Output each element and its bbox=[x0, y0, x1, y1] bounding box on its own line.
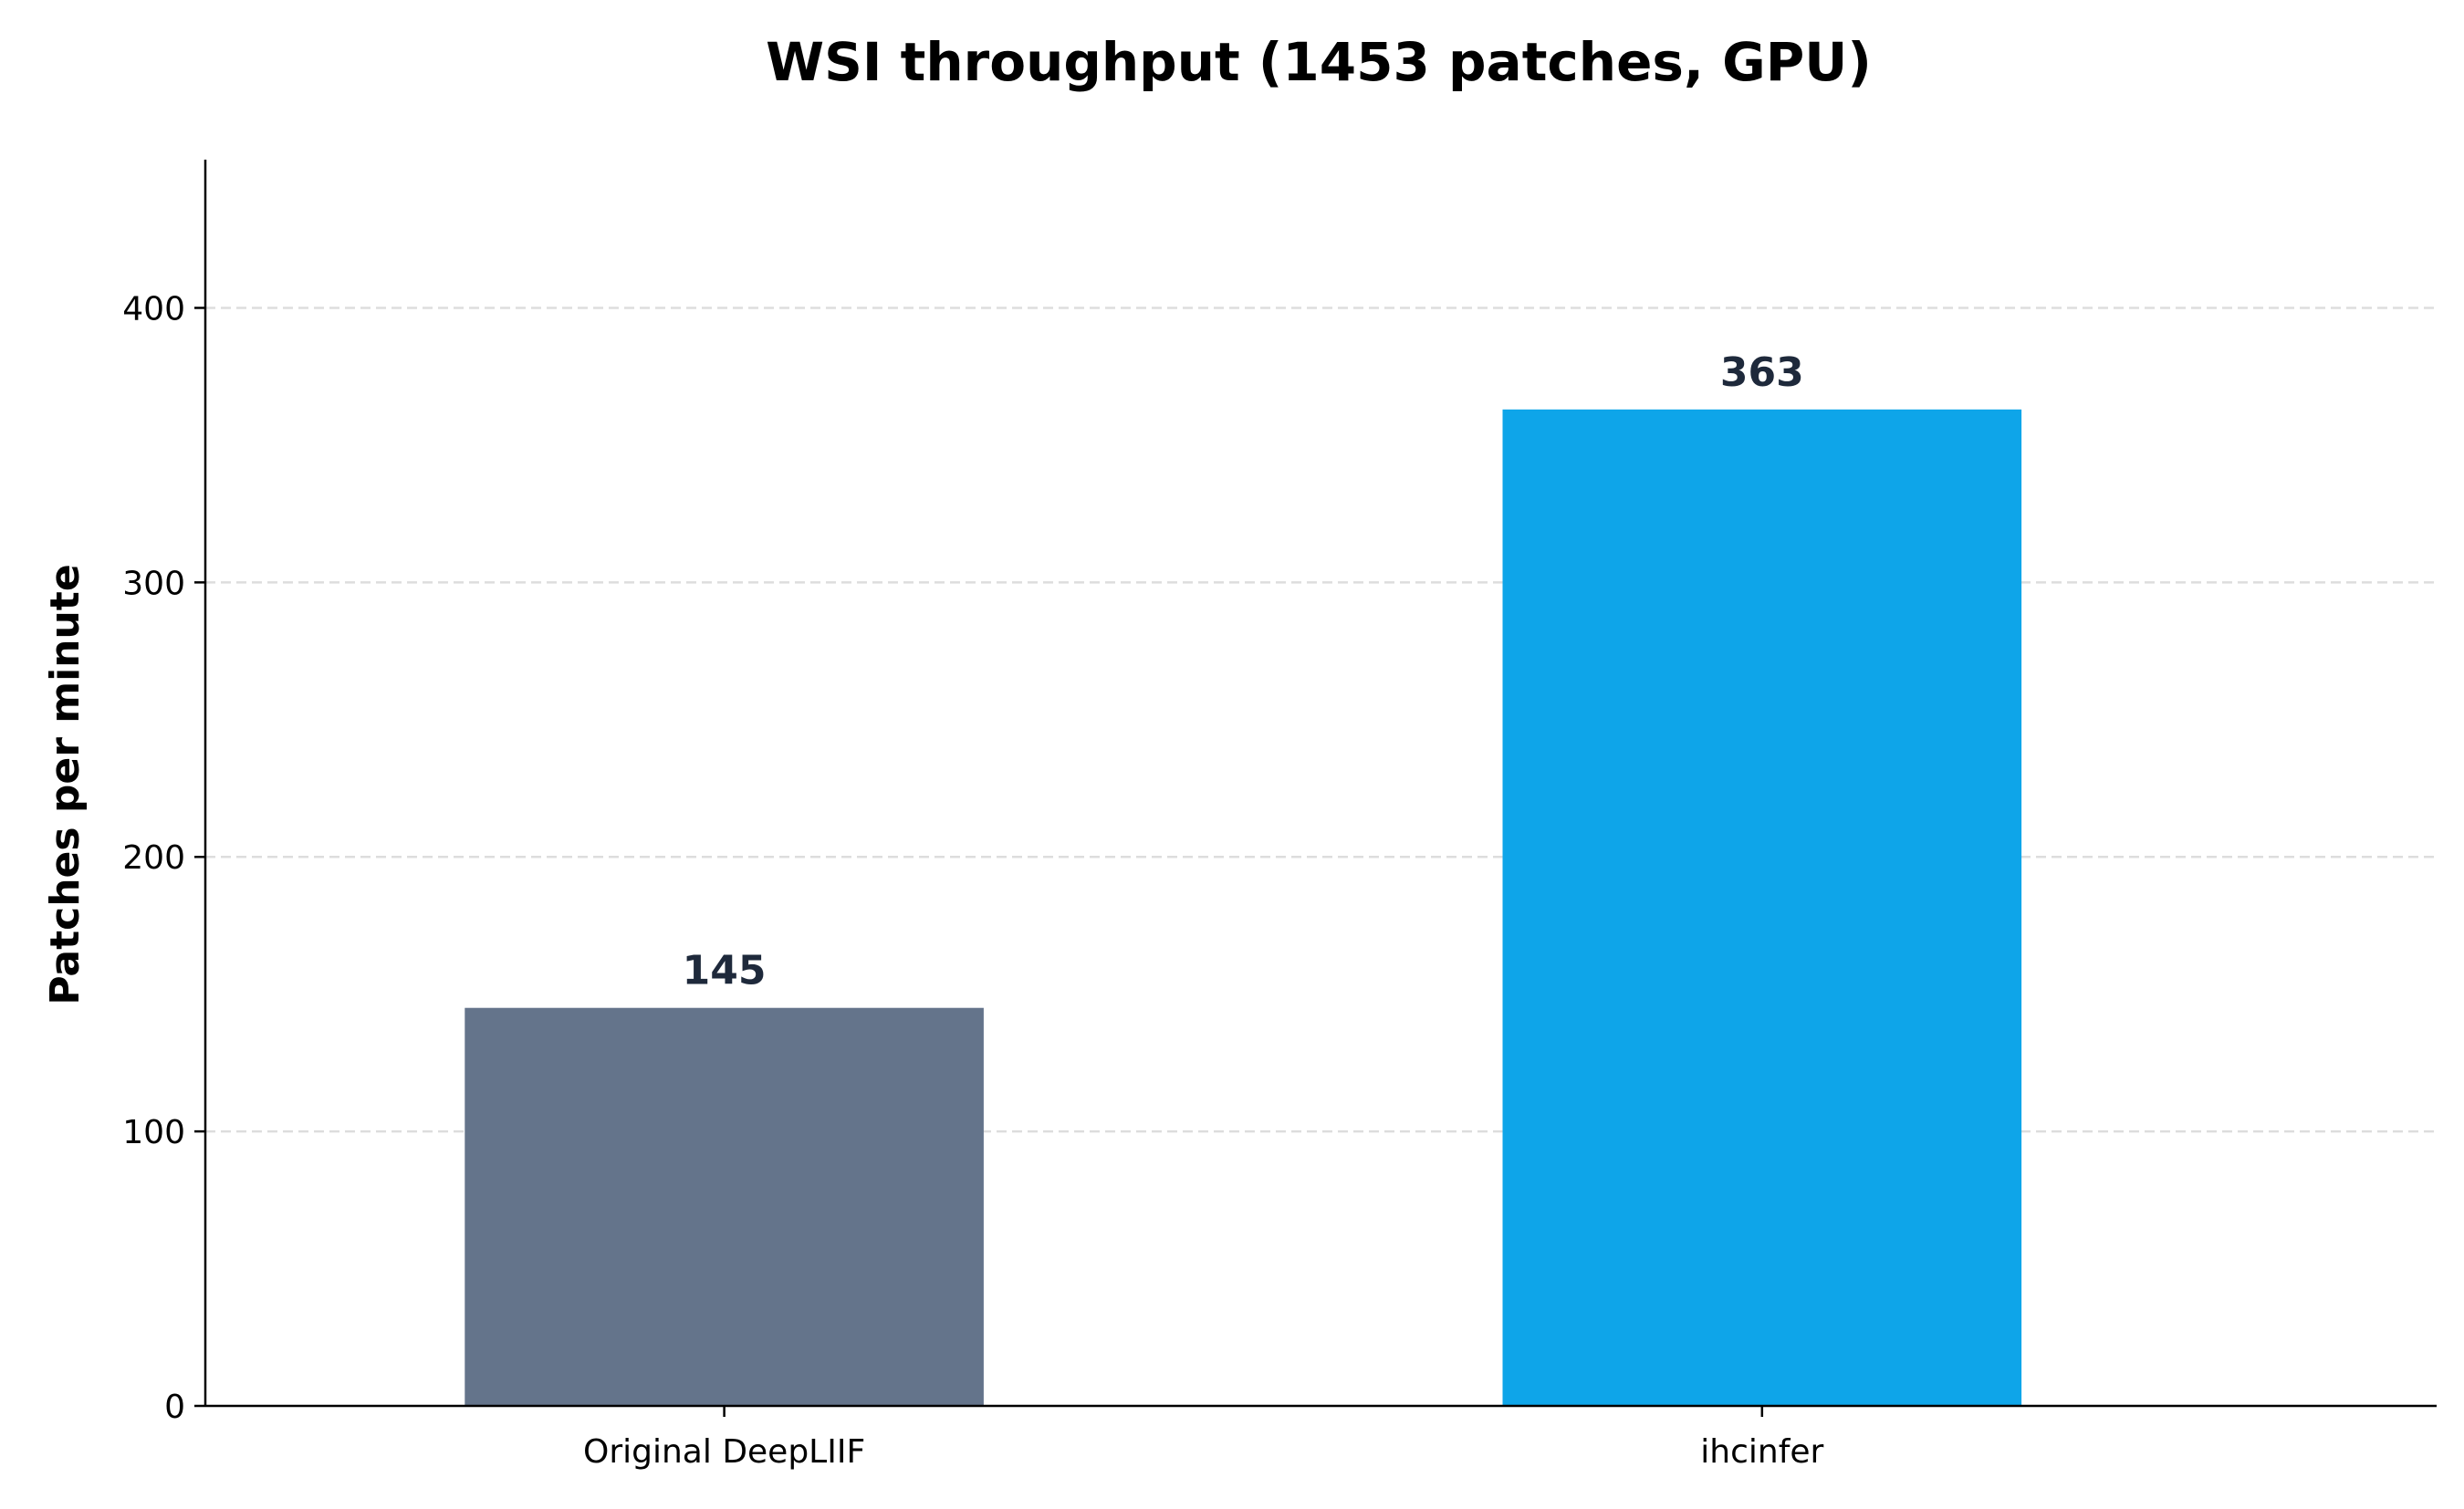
x-tick-label: Original DeepLIIF bbox=[583, 1433, 865, 1471]
value-label: 363 bbox=[1720, 349, 1804, 396]
axes bbox=[194, 160, 2437, 1417]
bar-original-deepliif bbox=[465, 1007, 984, 1406]
y-axis-label: Patches per minute bbox=[42, 564, 89, 1004]
y-tick-label: 100 bbox=[122, 1114, 185, 1151]
chart-title: WSI throughput (1453 patches, GPU) bbox=[766, 31, 1872, 93]
x-tick-label: ihcinfer bbox=[1700, 1433, 1823, 1471]
y-tick-label: 400 bbox=[122, 290, 185, 328]
y-tick-label: 0 bbox=[164, 1389, 185, 1426]
value-labels: 145 363 bbox=[683, 349, 1804, 994]
y-tick-label: 300 bbox=[122, 565, 185, 602]
value-label: 145 bbox=[683, 948, 767, 994]
bars bbox=[465, 409, 2022, 1406]
y-tick-label: 200 bbox=[122, 839, 185, 877]
tick-labels: 0 100 200 300 400 Original DeepLIIF ihcinfer bbox=[122, 290, 1823, 1471]
bar-ihcinfer bbox=[1502, 409, 2022, 1406]
